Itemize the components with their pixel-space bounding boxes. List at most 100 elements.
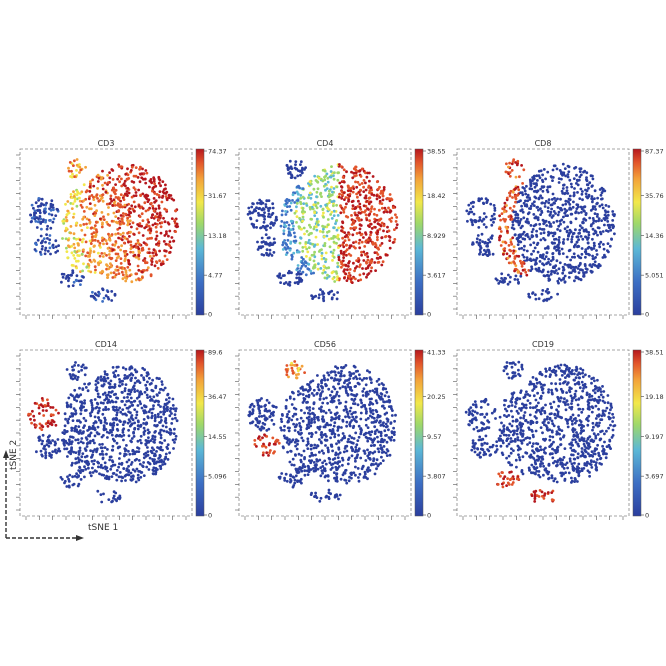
data-point bbox=[576, 203, 580, 207]
data-point bbox=[301, 419, 305, 423]
data-point bbox=[169, 428, 173, 432]
data-point bbox=[101, 169, 104, 173]
data-point bbox=[514, 264, 518, 267]
data-point bbox=[587, 186, 590, 190]
data-point bbox=[76, 395, 80, 399]
data-point bbox=[93, 238, 97, 242]
data-point bbox=[380, 206, 384, 210]
data-point bbox=[63, 479, 67, 483]
data-point bbox=[305, 204, 309, 207]
data-point bbox=[355, 216, 359, 220]
data-point bbox=[69, 435, 72, 439]
data-point bbox=[320, 195, 323, 198]
data-point bbox=[529, 182, 533, 186]
data-point bbox=[167, 234, 170, 238]
data-point bbox=[319, 267, 323, 270]
data-point bbox=[380, 202, 384, 205]
data-point bbox=[85, 205, 89, 209]
data-point bbox=[170, 217, 174, 220]
data-point bbox=[44, 451, 48, 454]
data-point bbox=[341, 243, 345, 246]
data-point bbox=[49, 252, 52, 256]
data-point bbox=[122, 241, 126, 245]
data-point bbox=[555, 249, 558, 252]
data-point bbox=[130, 165, 134, 169]
data-point bbox=[299, 458, 303, 462]
data-point bbox=[500, 212, 504, 215]
data-point bbox=[127, 428, 130, 432]
data-point bbox=[551, 242, 555, 245]
data-point bbox=[41, 404, 44, 408]
data-point bbox=[42, 414, 46, 417]
data-point bbox=[365, 175, 369, 179]
data-point bbox=[67, 166, 70, 170]
data-point bbox=[152, 179, 156, 183]
data-point bbox=[125, 460, 129, 464]
data-point bbox=[375, 393, 379, 396]
data-point bbox=[299, 409, 303, 412]
data-point bbox=[367, 431, 370, 435]
data-point bbox=[570, 240, 573, 244]
data-point bbox=[159, 225, 163, 229]
data-point bbox=[510, 217, 514, 221]
data-point bbox=[594, 219, 598, 223]
data-point bbox=[153, 431, 157, 434]
data-point bbox=[95, 405, 99, 409]
data-point bbox=[331, 277, 335, 281]
data-point bbox=[123, 377, 126, 380]
data-point bbox=[158, 213, 162, 217]
data-point bbox=[95, 230, 99, 233]
data-point bbox=[144, 196, 148, 199]
data-point bbox=[299, 196, 303, 200]
data-point bbox=[523, 187, 526, 190]
data-point bbox=[385, 433, 388, 437]
data-point bbox=[86, 441, 90, 445]
data-point bbox=[48, 451, 51, 455]
data-point bbox=[294, 160, 298, 163]
plot-frame bbox=[19, 148, 193, 316]
data-point bbox=[281, 414, 284, 417]
data-point bbox=[279, 224, 283, 228]
data-point bbox=[597, 217, 601, 220]
data-point bbox=[137, 277, 140, 280]
data-point bbox=[313, 243, 317, 247]
data-point bbox=[557, 236, 561, 239]
data-point bbox=[515, 163, 519, 167]
data-point bbox=[552, 221, 556, 224]
data-point bbox=[126, 395, 129, 399]
data-point bbox=[171, 397, 175, 401]
data-point bbox=[521, 193, 525, 197]
data-point bbox=[364, 188, 368, 192]
data-point bbox=[581, 268, 584, 272]
panel-title: CD3 bbox=[98, 139, 115, 148]
data-point bbox=[130, 372, 133, 375]
data-point bbox=[150, 263, 154, 266]
data-point bbox=[570, 238, 574, 241]
data-point bbox=[357, 241, 361, 245]
data-point bbox=[350, 412, 354, 416]
data-point bbox=[149, 178, 153, 181]
data-point bbox=[153, 413, 157, 417]
data-point bbox=[118, 226, 122, 230]
data-point bbox=[72, 254, 76, 257]
data-point bbox=[323, 271, 327, 274]
data-point bbox=[67, 480, 71, 483]
data-point bbox=[340, 197, 344, 200]
data-point bbox=[530, 235, 534, 239]
data-point bbox=[101, 450, 104, 453]
data-point bbox=[367, 272, 371, 275]
data-point bbox=[101, 255, 105, 258]
data-point bbox=[367, 208, 370, 211]
data-point bbox=[497, 282, 501, 285]
data-point bbox=[104, 397, 108, 401]
data-point bbox=[331, 251, 335, 255]
data-point bbox=[371, 389, 375, 392]
data-point bbox=[39, 250, 42, 254]
data-point bbox=[317, 296, 321, 300]
data-point bbox=[144, 209, 148, 213]
data-point bbox=[37, 197, 41, 200]
data-point bbox=[589, 224, 593, 228]
data-point bbox=[306, 267, 310, 271]
data-point bbox=[498, 238, 501, 242]
data-point bbox=[301, 206, 305, 210]
